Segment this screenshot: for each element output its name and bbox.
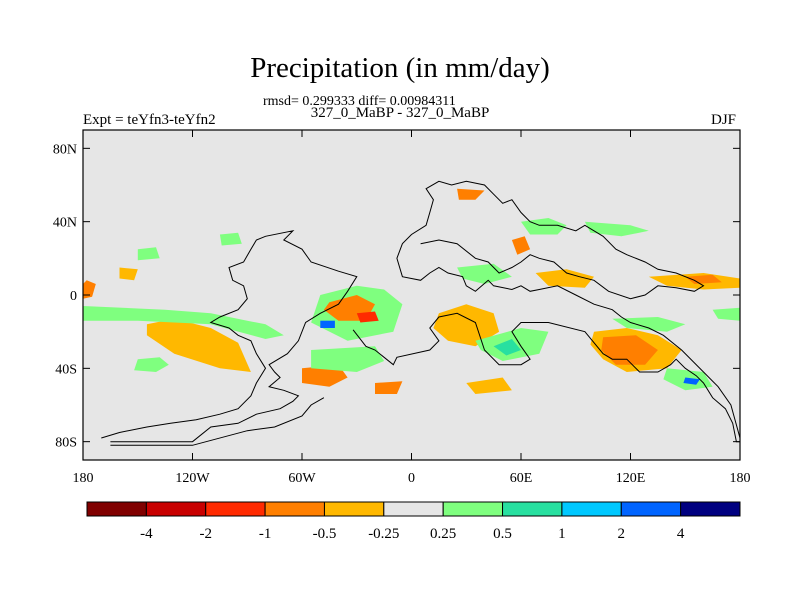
map-background [83,130,740,460]
y-tick-label: 0 [70,289,77,304]
anomaly-region [83,280,96,299]
x-tick-label: 180 [730,471,751,486]
colorbar-swatch [323,501,385,517]
colorbar-label: -0.5 [313,526,337,542]
anomaly-region [134,357,169,372]
y-tick-label: 80S [55,436,77,451]
anomaly-region [683,377,700,385]
season-label: DJF [711,112,737,128]
anomaly-region [511,236,531,255]
anomaly-region [356,311,379,323]
colorbar-label: 2 [618,526,626,542]
colorbar-label: -0.25 [368,526,399,542]
y-tick-label: 40N [53,216,77,231]
x-tick-label: 60E [510,471,533,486]
colorbar-swatch [145,501,207,517]
anomaly-region [457,263,512,284]
colorbar-swatch [86,501,147,517]
chart-title: Precipitation (in mm/day) [250,52,550,84]
stats-line: rmsd= 0.299333 diff= 0.00984311 [263,94,456,109]
ocean-outline [110,397,325,446]
anomaly-region [466,377,512,394]
colorbar-label: 0.5 [493,526,512,542]
chart-subtitle: 327_0_MaBP - 327_0_MaBP [310,105,490,121]
anomaly-region [320,320,335,328]
colorbar-label: -2 [199,526,212,542]
anomaly-region [311,346,385,372]
x-tick-label: 120W [175,471,210,486]
colorbar-swatch [561,501,622,517]
colorbar-swatch [442,501,504,517]
land-outline [101,229,358,443]
colorbar-swatch [383,501,444,517]
colorbar-label: -1 [259,526,272,542]
colorbar-swatch [680,501,741,517]
anomaly-region [712,307,740,321]
y-tick-label: 40S [55,362,77,377]
colorbar-swatch [205,501,266,517]
anomaly-region [601,335,658,365]
anomaly-region [375,381,403,394]
experiment-label: Expt = teYfn3-teYfn2 [83,112,216,128]
colorbar-label: 0.25 [430,526,456,542]
anomaly-region [493,339,521,356]
x-tick-label: 180 [73,471,94,486]
anomaly-region [219,232,242,246]
colorbar-swatch [620,501,682,517]
anomaly-region [535,269,594,288]
colorbar-swatch [264,501,325,517]
anomaly-region [612,317,686,332]
colorbar-swatch [502,501,563,517]
colorbar-label: 4 [677,526,685,542]
land-outline [352,180,740,443]
y-tick-label: 80N [53,142,77,157]
anomaly-region [83,306,284,339]
colorbar-label: -4 [140,526,153,542]
x-tick-label: 60W [288,471,316,486]
anomaly-region [685,274,722,284]
anomaly-region [584,221,649,237]
x-tick-label: 120E [616,471,646,486]
colorbar-label: 1 [558,526,566,542]
anomaly-region [137,247,160,261]
anomaly-region [146,318,251,372]
x-tick-label: 0 [408,471,415,486]
anomaly-region [457,188,485,200]
anomaly-region [119,267,138,281]
